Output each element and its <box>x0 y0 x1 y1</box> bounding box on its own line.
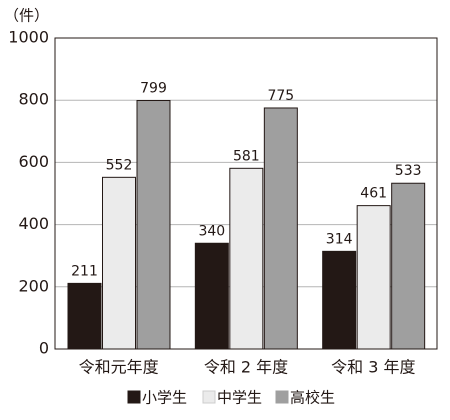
bar <box>136 100 171 350</box>
legend-label: 高校生 <box>290 389 335 407</box>
y-tick-label: 200 <box>18 276 49 295</box>
legend-swatch <box>275 390 289 404</box>
legend-label: 中学生 <box>217 389 262 407</box>
y-tick-label: 400 <box>18 214 49 233</box>
bar <box>67 282 102 350</box>
x-tick-label: 令和 3 年度 <box>331 358 415 377</box>
y-tick-label: 600 <box>18 152 49 171</box>
bar <box>356 205 391 350</box>
value-label: 461 <box>360 186 387 202</box>
value-label: 552 <box>106 157 133 173</box>
value-label: 314 <box>326 231 353 247</box>
value-label: 533 <box>395 163 422 179</box>
value-label: 581 <box>233 148 260 164</box>
legend-label: 小学生 <box>142 389 187 407</box>
bar <box>229 167 264 350</box>
x-tick-label: 令和元年度 <box>79 358 159 377</box>
value-label: 340 <box>198 223 225 239</box>
bar <box>391 182 426 350</box>
value-label: 799 <box>140 81 167 97</box>
bar <box>322 250 357 350</box>
legend-swatch <box>202 390 216 404</box>
value-label: 775 <box>267 88 294 104</box>
y-tick-label: 1000 <box>8 28 49 47</box>
bar <box>263 107 298 350</box>
bar <box>194 242 229 350</box>
x-tick-label: 令和 2 年度 <box>204 358 288 377</box>
value-label: 211 <box>71 263 98 279</box>
y-tick-label: 0 <box>39 339 49 358</box>
bar <box>102 176 136 350</box>
y-axis-label: （件） <box>4 7 49 25</box>
legend-swatch <box>127 390 141 404</box>
y-tick-label: 800 <box>18 90 49 109</box>
